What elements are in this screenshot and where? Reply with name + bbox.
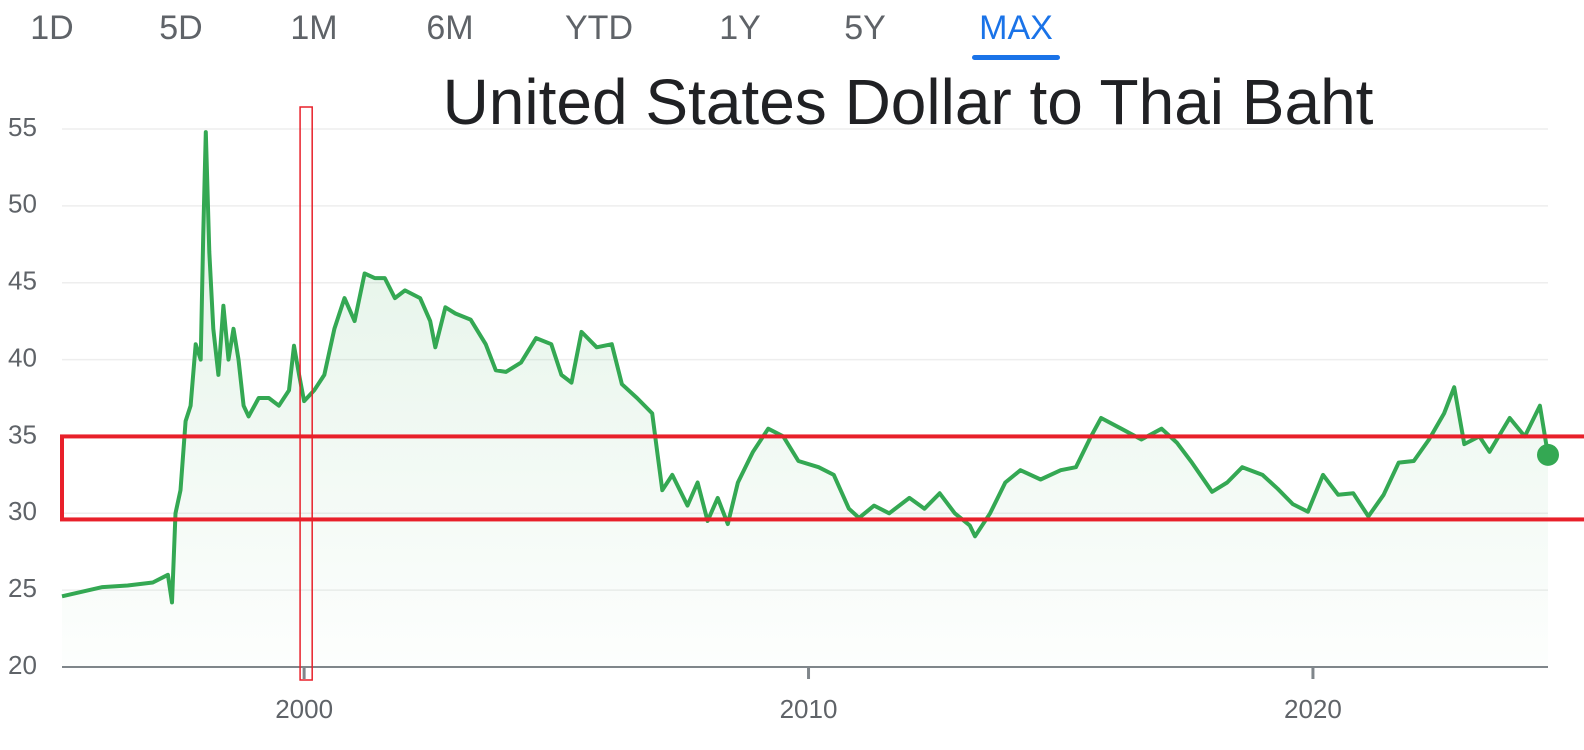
range-tab[interactable]: 6M	[426, 9, 473, 47]
range-tab[interactable]: 1M	[290, 9, 337, 47]
x-tick-label: 2000	[275, 694, 333, 724]
range-tab[interactable]: MAX	[979, 9, 1053, 47]
y-tick-label: 40	[8, 342, 37, 372]
y-tick-label: 50	[8, 189, 37, 219]
range-tab[interactable]: 5Y	[844, 9, 886, 47]
highlight-column	[299, 106, 313, 681]
range-tab[interactable]: 1Y	[719, 9, 761, 47]
area	[62, 132, 1548, 668]
x-tick-label: 2020	[1284, 694, 1342, 724]
range-tab[interactable]: 1D	[30, 9, 73, 47]
end-marker	[1537, 443, 1559, 466]
y-tick-label: 35	[8, 419, 37, 449]
chart-title: United States Dollar to Thai Baht	[443, 66, 1374, 138]
y-tick-label: 45	[8, 266, 37, 296]
range-tab[interactable]: YTD	[565, 9, 633, 47]
y-tick-label: 20	[8, 650, 37, 680]
active-tab-underline	[972, 55, 1060, 60]
y-tick-label: 55	[8, 112, 37, 142]
x-tick-label: 2010	[780, 694, 838, 724]
y-tick-label: 25	[8, 573, 37, 603]
line	[61, 130, 1550, 605]
range-tab[interactable]: 5D	[159, 9, 202, 47]
y-tick-label: 30	[8, 496, 37, 526]
highlight-band	[60, 434, 1584, 522]
